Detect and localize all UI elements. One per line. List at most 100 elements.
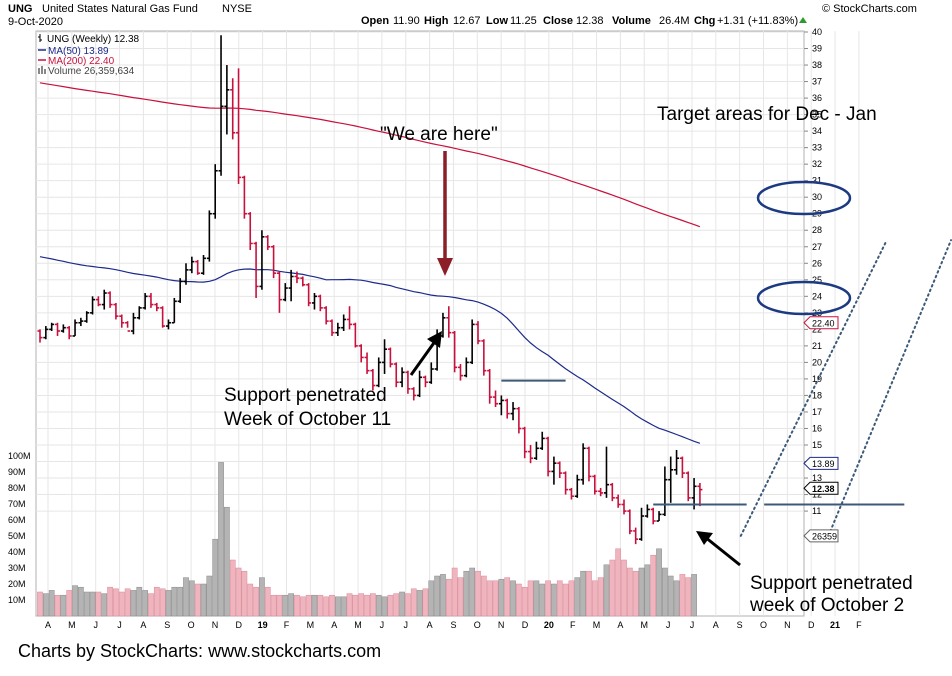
volume-bar (457, 577, 464, 617)
axis-tag-label: 12.38 (812, 484, 835, 494)
ohlc-bar (66, 326, 72, 340)
volume-bar (632, 570, 639, 617)
volume-bar (626, 567, 633, 617)
volume-bar (410, 588, 417, 617)
volume-bar (113, 588, 119, 617)
volume-bar (153, 586, 160, 617)
annotation-support-1-line2: Week of October 11 (224, 409, 391, 430)
volume-bar (650, 554, 657, 617)
ohlc-bar (142, 293, 148, 310)
we-are-here-arrow (437, 151, 453, 276)
time-tick-label: 21 (830, 620, 840, 630)
legend-main: UNG (Weekly) 12.38 (47, 34, 140, 45)
ohlc-bar (148, 293, 154, 308)
volume-bar (586, 570, 592, 617)
volume-bar (101, 593, 108, 617)
volume-bar (282, 594, 289, 617)
ohlc-bar (113, 302, 119, 320)
chg-up-arrow-icon (799, 17, 807, 23)
ohlc-bar (428, 362, 434, 384)
volume-bar (358, 593, 365, 617)
chart-header: UNG United States Natural Gas Fund NYSE … (8, 3, 917, 28)
time-tick-label: O (188, 620, 195, 630)
volume-tick-label: 50M (8, 531, 26, 541)
ohlc-bar (259, 230, 265, 290)
annotation-we-are-here: "We are here" (380, 124, 498, 145)
ohlc-bar (528, 445, 534, 464)
ohlc-bar (130, 312, 136, 335)
volume-tick-label: 100M (8, 451, 31, 461)
ohlc-bar (101, 289, 107, 310)
volume-bar (662, 567, 668, 617)
ohlc-bar (387, 347, 393, 368)
low-value: 11.25 (510, 15, 537, 27)
volume-bar (498, 578, 505, 617)
volume-bar (165, 590, 172, 617)
price-tick-label: 24 (812, 291, 822, 301)
ohlc-bar (679, 456, 685, 479)
volume-bar (387, 594, 394, 617)
volume-bar (422, 588, 429, 617)
volume-bar (545, 580, 551, 617)
time-tick-label: A (140, 620, 146, 630)
price-tick-label: 26 (812, 258, 822, 268)
volume-bar (54, 594, 61, 617)
axis-tag-box (803, 316, 839, 330)
volume-tick-label: 40M (8, 547, 26, 557)
volume-bar (638, 567, 645, 617)
volume-bar (644, 564, 651, 617)
time-tick-label: J (380, 620, 385, 630)
volume-bar (445, 578, 452, 617)
ohlc-bar (457, 364, 463, 381)
axis-tag-label: 26359 (812, 531, 837, 541)
ohlc-bar (639, 507, 645, 541)
ohlc-bar (417, 370, 423, 398)
volume-bar (159, 588, 166, 617)
ohlc-bar (230, 78, 236, 140)
ohlc-bar (294, 271, 300, 284)
ohlc-bar (276, 271, 282, 313)
ohlc-bar (352, 322, 358, 348)
open-value: 11.90 (393, 15, 420, 27)
ohlc-bars (37, 35, 703, 545)
high-label: High (424, 15, 449, 27)
time-tick-label: S (164, 620, 170, 630)
copyright: © StockCharts.com (822, 3, 917, 15)
time-tick-label: 20 (544, 620, 554, 630)
volume-tick-label: 70M (8, 499, 26, 509)
volume-bar (597, 577, 604, 617)
volume-bars (37, 462, 697, 617)
price-axis-tags: 22.40 13.89 12.38 26359 (803, 316, 839, 543)
time-tick-label: S (737, 620, 743, 630)
ohlc-bar (212, 164, 218, 219)
volume-bar (533, 580, 540, 617)
ohlc-bar (475, 321, 481, 345)
ohlc-bar (656, 511, 662, 522)
volume-bar (95, 591, 102, 617)
channel-line (827, 239, 952, 537)
price-tick-label: 32 (812, 159, 822, 169)
ohlc-bar (615, 494, 621, 508)
volume-tick-label: 60M (8, 515, 26, 525)
ohlc-bar (685, 471, 691, 502)
close-value: 12.38 (576, 15, 604, 27)
ohlc-bar (288, 269, 294, 302)
volume-bar (580, 570, 586, 617)
ohlc-bar (603, 446, 609, 498)
ohlc-bar (382, 339, 388, 374)
symbol: UNG (8, 3, 32, 15)
ohlc-bar (253, 241, 259, 298)
volume-bar (89, 591, 96, 617)
time-tick-label: N (212, 620, 219, 630)
ohlc-bar (247, 212, 253, 251)
volume-bar (486, 580, 493, 617)
exchange: NYSE (222, 3, 252, 15)
volume-bar (188, 580, 195, 617)
volume-bar (399, 591, 405, 617)
volume-bar (551, 583, 557, 617)
volume-bar (200, 583, 207, 617)
volume-bar (136, 586, 143, 617)
ohlc-bar (72, 319, 78, 337)
ohlc-bar (189, 256, 195, 274)
ohlc-bar (516, 407, 522, 434)
